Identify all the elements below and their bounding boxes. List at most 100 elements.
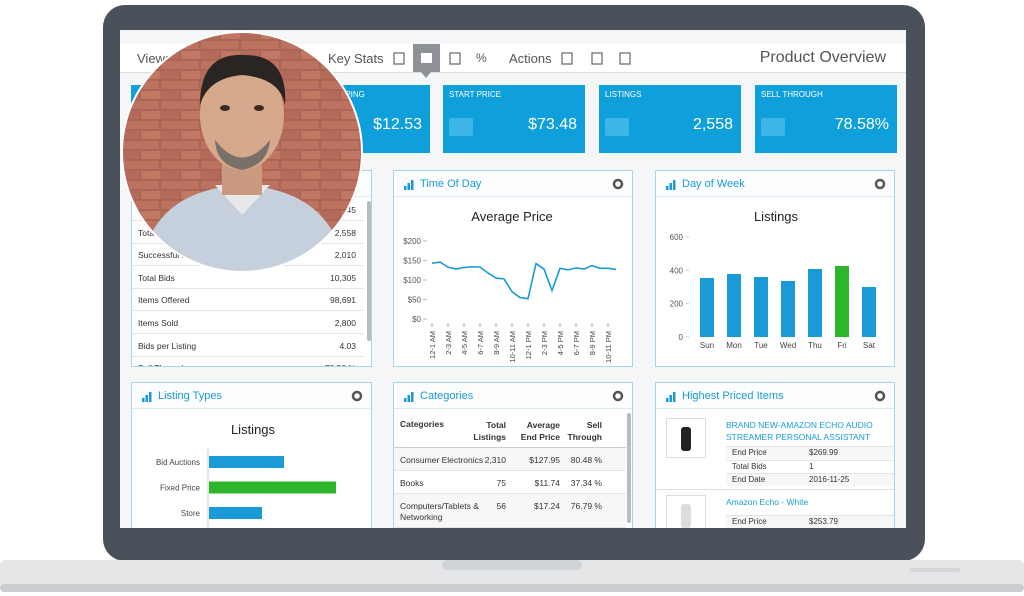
- panel-icon: [404, 186, 407, 190]
- x-tick-label: 10-11 AM: [508, 331, 517, 363]
- field-row: [726, 473, 894, 486]
- item-divider: [656, 489, 894, 490]
- x-tick-label: 6-7 PM: [572, 331, 581, 355]
- panel-icon: [669, 395, 672, 402]
- table-cell: 76.79 %: [570, 501, 602, 511]
- profile-photo: [122, 32, 362, 272]
- stat-icon: [449, 118, 473, 136]
- bar: [727, 274, 741, 337]
- stat-label: PPING: [340, 90, 365, 99]
- row-label: Sell Through: [138, 363, 186, 366]
- item-image: [666, 495, 706, 528]
- panel: Day of Week Listings 0 200 400 600 Sun Mon Tue We…: [655, 170, 895, 367]
- item-device: [681, 504, 691, 528]
- panel-icon: [407, 183, 410, 190]
- photo-border: [121, 31, 363, 273]
- panel-icon: [411, 392, 414, 402]
- gear-icon: [351, 390, 363, 402]
- row-value: 4.03: [339, 340, 356, 351]
- table-cell: 80.48 %: [570, 455, 602, 465]
- stat-label: START PRICE: [449, 90, 502, 99]
- column-header: Sell Through: [567, 420, 602, 442]
- bar: [754, 277, 768, 337]
- header-border: [394, 447, 626, 448]
- field-value: 1: [809, 461, 814, 471]
- column-header: Total Listings: [473, 420, 506, 442]
- icon: [142, 390, 363, 402]
- bar: [209, 481, 336, 494]
- icon: Listings 0 200 400 600 Sun Mon Tue Wed Thu Fri Sat: [670, 209, 876, 350]
- price-line: [431, 261, 617, 300]
- y-tick-label: $200: [403, 237, 421, 246]
- panel-icon: [404, 398, 407, 402]
- table-row: [132, 267, 364, 289]
- panel-icon: [149, 392, 152, 402]
- row-value: 2,010: [334, 250, 356, 261]
- panel: Listing Types Listings Bid Auctions Fixed P…: [131, 382, 372, 528]
- table-row: [394, 494, 626, 528]
- caret: [421, 72, 431, 78]
- panel: Highest Priced Items BRAND NEW-AMAZON ECH…: [655, 382, 895, 528]
- table-cell: 37.34 %: [570, 478, 602, 488]
- icon: Average Price $0 $50 $100 $150 $200 12-1 AM 2-3…: [403, 209, 617, 363]
- toolbar-icon-pin: [619, 52, 631, 65]
- x-tick-label: 2-3 AM: [444, 331, 453, 355]
- panel-header: Highest Priced Items: [656, 383, 894, 409]
- panel-title: Time Of Day: [420, 178, 482, 190]
- panel-header: Time Of Day: [394, 171, 632, 197]
- row-label: Tota: [138, 227, 155, 238]
- stat-card: START PRICE $73.48: [443, 85, 585, 153]
- x-tick-label: Sun: [700, 341, 714, 350]
- panel-icon: [666, 186, 669, 190]
- list-icon: [421, 53, 432, 63]
- scrollbar: [367, 201, 371, 341]
- bar: [835, 266, 849, 337]
- item-title: Amazon Echo - White: [726, 497, 809, 507]
- panel-title: Day of Week: [682, 178, 745, 190]
- row-value: 78.58 %: [325, 363, 356, 366]
- column-header: Categories: [400, 419, 444, 429]
- panel-title: Categories: [420, 390, 474, 402]
- panel-header: Listing Types: [132, 383, 371, 409]
- notch: [442, 560, 582, 570]
- stat-value: $73.48: [528, 116, 577, 133]
- row-value: 45: [346, 205, 356, 215]
- panel-icon: [411, 180, 414, 190]
- item-device: [681, 427, 691, 451]
- row-label: Total Bids: [138, 272, 175, 283]
- field-value: 2016-11-25: [809, 475, 850, 484]
- panel-icon: [673, 180, 676, 190]
- bar: [209, 507, 262, 519]
- table-cell: Consumer Electronics: [400, 455, 484, 465]
- panel-icon: [145, 395, 148, 402]
- table-cell: $17.24: [534, 501, 560, 511]
- row-value: 2,558: [334, 227, 356, 238]
- icon: [404, 178, 624, 190]
- row-label: Successful Li: [138, 250, 189, 261]
- panel-header: Categories: [394, 383, 632, 409]
- x-tick-label: Sat: [863, 341, 876, 350]
- x-tick-label: 4-5 PM: [556, 331, 565, 355]
- x-tick-label: 8-9 AM: [492, 331, 501, 355]
- field-row: [726, 446, 894, 459]
- panel-icon: [407, 395, 410, 402]
- x-tick-label: Mon: [726, 341, 742, 350]
- panel-icon: [142, 398, 145, 402]
- field-value: $253.79: [809, 517, 838, 526]
- y-tick-label: Fixed Price: [160, 484, 201, 493]
- row-value: 2,800: [334, 318, 356, 328]
- table-row: [394, 471, 626, 494]
- panel-title: Listing Types: [158, 390, 223, 402]
- row-label: Items Offered: [138, 295, 190, 306]
- table-row: [132, 289, 364, 312]
- table-cell: 2,310: [484, 455, 506, 465]
- x-tick-label: Tue: [754, 341, 768, 350]
- gear-icon: [874, 390, 886, 402]
- stat-card: LISTINGS 2,558: [599, 85, 741, 153]
- gear-icon: [612, 178, 624, 190]
- toolbar-icon-chart: [449, 52, 461, 65]
- stat-value: 2,558: [692, 116, 733, 133]
- page-title: Product Overview: [759, 49, 886, 66]
- table-row: [132, 312, 364, 334]
